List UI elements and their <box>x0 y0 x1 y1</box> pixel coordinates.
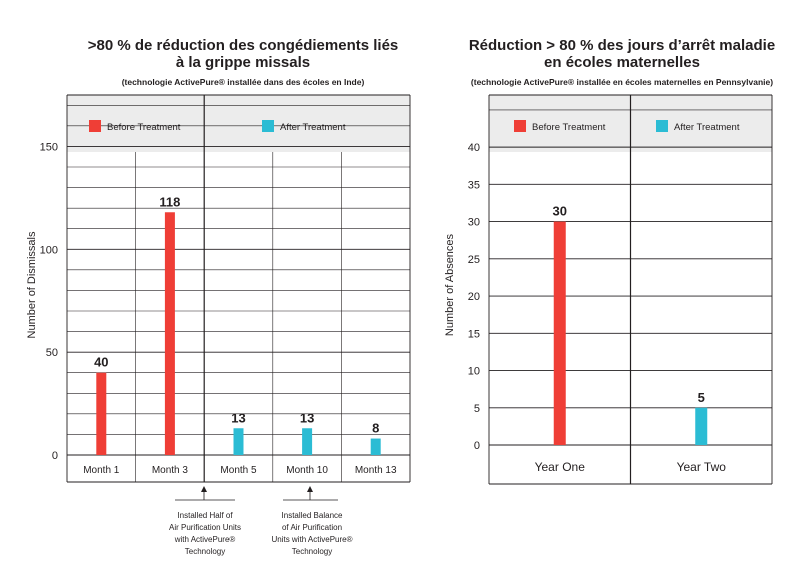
bar-data-label: 5 <box>698 390 705 405</box>
bar-data-label: 13 <box>300 410 314 425</box>
annotation-2-arrow-icon <box>307 486 313 492</box>
right-grid <box>488 94 773 485</box>
annotation-2-line-2: of Air Purification <box>282 523 342 532</box>
bar-data-label: 8 <box>372 421 379 436</box>
y-tick-label: 25 <box>468 254 480 266</box>
left-legend-before-label: Before Treatment <box>107 122 181 133</box>
left-legend-before-swatch <box>89 120 101 132</box>
annotation-2-line-1: Installed Balance <box>282 511 343 520</box>
y-tick-label: 50 <box>46 347 58 359</box>
left-y-ticks: 0 50 100 150 <box>40 141 58 462</box>
right-y-ticks: 0 5 10 15 20 25 30 35 40 <box>468 142 480 452</box>
right-legend-after-label: After Treatment <box>674 122 740 133</box>
left-legend-after-swatch <box>262 120 274 132</box>
x-category-label: Month 10 <box>286 465 328 476</box>
y-tick-label: 0 <box>474 440 480 452</box>
right-chart-title-line-2: en écoles maternelles <box>544 54 700 71</box>
right-chart: Réduction > 80 % des jours d’arrêt malad… <box>444 37 775 485</box>
bar-data-label: 40 <box>94 355 108 370</box>
y-tick-label: 10 <box>468 366 480 378</box>
annotation-1-line-2: Air Purification Units <box>169 523 241 532</box>
bar-after-treatment <box>370 438 381 455</box>
y-tick-label: 20 <box>468 291 480 303</box>
left-chart-title-line-1: >80 % de réduction des congédiements lié… <box>88 37 399 54</box>
x-category-label: Month 13 <box>355 465 397 476</box>
x-category-label: Month 3 <box>152 465 189 476</box>
right-legend-before-label: Before Treatment <box>532 122 606 133</box>
bar-data-label: 118 <box>159 194 180 209</box>
annotation-1-arrow-icon <box>201 486 207 492</box>
left-data-labels: 40 118 13 13 8 <box>94 194 379 435</box>
left-chart: >80 % de réduction des congédiements lié… <box>26 37 411 556</box>
right-y-axis-label: Number of Absences <box>444 233 456 336</box>
right-legend-before-swatch <box>514 120 526 132</box>
left-y-axis-label: Number of Dismissals <box>26 231 38 338</box>
bar-before-treatment <box>553 221 566 445</box>
annotation-1-line-1: Installed Half of <box>177 511 233 520</box>
left-chart-subtitle: (technologie ActivePure® installée dans … <box>122 77 365 87</box>
bar-after-treatment <box>695 407 708 445</box>
right-chart-subtitle: (technologie ActivePure® installée en éc… <box>471 77 773 87</box>
y-tick-label: 30 <box>468 217 480 229</box>
x-category-label: Year Two <box>677 460 727 474</box>
left-legend-after-label: After Treatment <box>280 122 346 133</box>
y-tick-label: 40 <box>468 142 480 154</box>
left-legend-background <box>67 95 410 152</box>
annotation-2-line-4: Technology <box>292 547 332 556</box>
right-chart-title-line-1: Réduction > 80 % des jours d’arrêt malad… <box>469 37 775 54</box>
annotation-1-line-3: with ActivePure® <box>174 535 236 544</box>
bar-before-treatment <box>96 372 107 455</box>
y-tick-label: 100 <box>40 244 58 256</box>
left-annotation-1: Installed Half of Air Purification Units… <box>169 486 241 556</box>
left-x-ticks: Month 1 Month 3 Month 5 Month 10 Month 13 <box>83 465 397 476</box>
annotation-1-line-4: Technology <box>185 547 225 556</box>
bar-data-label: 30 <box>553 204 567 219</box>
right-legend-after-swatch <box>656 120 668 132</box>
bar-data-label: 13 <box>231 410 245 425</box>
x-category-label: Year One <box>535 460 586 474</box>
left-bars <box>96 212 381 455</box>
left-chart-title-line-2: à la grippe missals <box>176 54 310 71</box>
bar-before-treatment <box>164 212 175 455</box>
x-category-label: Month 1 <box>83 465 120 476</box>
annotation-2-line-3: Units with ActivePure® <box>271 535 352 544</box>
y-tick-label: 15 <box>468 328 480 340</box>
y-tick-label: 0 <box>52 450 58 462</box>
y-tick-label: 150 <box>40 141 58 153</box>
y-tick-label: 35 <box>468 179 480 191</box>
left-annotation-2: Installed Balance of Air Purification Un… <box>271 486 353 556</box>
right-data-labels: 30 5 <box>553 204 705 405</box>
bar-after-treatment <box>302 428 313 455</box>
x-category-label: Month 5 <box>220 465 257 476</box>
bar-after-treatment <box>233 428 244 455</box>
right-bars <box>553 221 708 445</box>
right-x-ticks: Year One Year Two <box>535 460 727 474</box>
y-tick-label: 5 <box>474 403 480 415</box>
